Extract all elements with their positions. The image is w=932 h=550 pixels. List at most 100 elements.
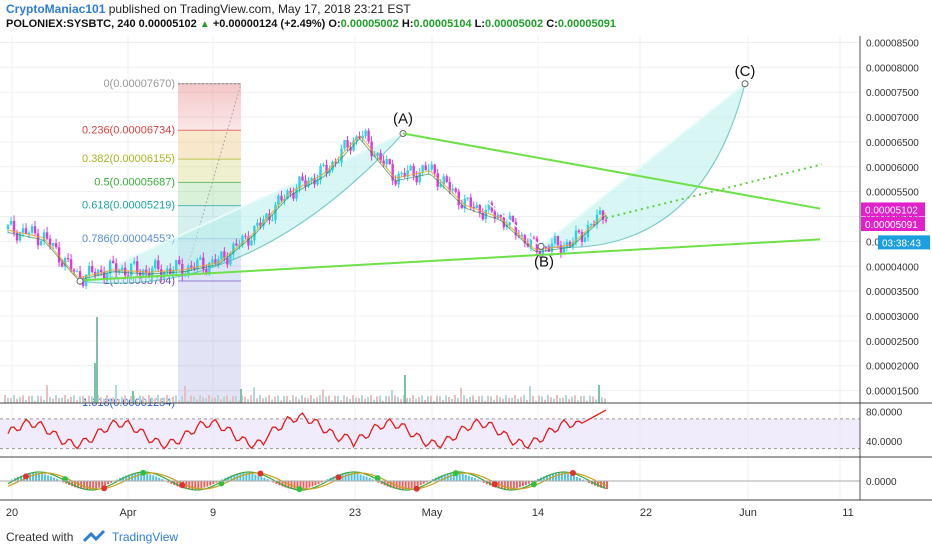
candle-body	[451, 188, 454, 191]
macd-histogram-bar	[98, 481, 101, 488]
macd-histogram-bar	[188, 481, 191, 490]
volume-bar	[589, 395, 591, 403]
volume-bar	[478, 396, 480, 403]
macd-histogram-bar	[470, 476, 473, 482]
moving-average-fast	[7, 134, 607, 279]
wave-point	[741, 80, 749, 88]
candle-body	[466, 197, 469, 199]
volume-bar	[469, 396, 471, 403]
candle-body	[472, 207, 475, 209]
macd-histogram-bar	[362, 475, 365, 482]
high-value: 0.00005104	[413, 18, 472, 30]
volume-bar	[55, 395, 57, 403]
volume-bar	[199, 395, 201, 403]
macd-tick-label: 0.0000	[866, 477, 897, 488]
volume-bar	[85, 400, 87, 403]
volume-spike	[404, 375, 406, 403]
volume-bar	[184, 385, 186, 403]
time-tick-label: May	[422, 507, 443, 519]
chart-area[interactable]: 0(0.00007670) 0.236(0.00006734) 0.382(0.00…	[0, 36, 932, 526]
volume-bar	[160, 398, 162, 403]
candle-body	[18, 232, 22, 241]
macd-histogram-bar	[527, 481, 530, 484]
candle-body	[319, 165, 322, 181]
candle-body	[51, 243, 55, 246]
candle-body	[559, 245, 563, 254]
price-tick-label: 0.00002000	[866, 362, 919, 373]
candle-body	[511, 215, 515, 223]
volume-bar	[316, 397, 318, 403]
macd-histogram-bar	[596, 481, 599, 487]
volume-bar	[208, 395, 210, 403]
tradingview-brand[interactable]: TradingView	[112, 530, 179, 544]
macd-histogram-bar	[530, 481, 533, 483]
macd-histogram-bar	[248, 473, 251, 482]
price-tick-label: 0.00004000	[866, 262, 919, 273]
volume-bar	[514, 395, 516, 403]
fib-zone-green	[178, 182, 241, 206]
volume-bar	[406, 397, 408, 403]
volume-bar	[22, 395, 24, 403]
macd-histogram-bar	[524, 481, 527, 486]
volume-bar	[517, 398, 519, 403]
candle-body	[439, 184, 442, 187]
candle-body	[379, 152, 382, 161]
candle-body	[502, 217, 506, 228]
macd-histogram-bar	[209, 481, 212, 486]
candle-body	[130, 263, 133, 276]
candle-body	[400, 172, 403, 174]
volume-bar	[388, 396, 390, 403]
candle-body	[214, 259, 217, 264]
candle-body	[265, 213, 268, 220]
author-link[interactable]: CryptoManiac101	[6, 2, 106, 16]
price-tick-label: 0.00003000	[866, 312, 919, 323]
candle-body	[57, 247, 61, 263]
volume-bar	[346, 396, 348, 403]
macd-histogram-bar	[83, 481, 86, 490]
candle-body	[175, 259, 178, 271]
volume-bar	[373, 399, 375, 403]
volume-bar	[46, 385, 48, 403]
volume-bar	[472, 395, 474, 403]
chart-svg[interactable]: 0(0.00007670) 0.236(0.00006734) 0.382(0.00…	[0, 36, 932, 526]
timer-badge: 03:38:43	[882, 238, 921, 249]
candle-body	[123, 267, 127, 276]
volume-bar	[301, 395, 303, 403]
volume-bar	[253, 387, 255, 403]
candle-body	[481, 212, 484, 220]
candle-body	[325, 164, 328, 174]
candle-body	[145, 269, 148, 273]
volume-bar	[154, 398, 156, 403]
candle-body	[577, 230, 581, 233]
macd-histogram-bar	[230, 475, 233, 482]
candle-body	[307, 180, 310, 187]
candle-body	[96, 269, 100, 276]
candle-body	[301, 176, 304, 181]
symbol-label[interactable]: POLONIEX:SYSBTC, 240	[6, 18, 136, 30]
candle-body	[370, 141, 373, 157]
macd-histogram-bar	[95, 481, 98, 489]
candle-body	[247, 236, 250, 246]
candle-body	[394, 180, 397, 185]
candle-body	[418, 172, 421, 183]
macd-histogram-bar	[359, 474, 362, 482]
macd-histogram-bar	[311, 481, 314, 487]
macd-histogram-bar	[293, 481, 296, 490]
candle-body	[367, 130, 370, 142]
volume-bar	[313, 398, 315, 403]
volume-bar	[337, 396, 339, 403]
volume-bar	[238, 400, 240, 403]
volume-bar	[193, 396, 195, 403]
macd-cross-dot	[335, 474, 342, 481]
macd-histogram-bar	[206, 481, 209, 487]
macd-histogram-bar	[455, 473, 458, 482]
fib-level-label: 0(0.00007670)	[103, 78, 175, 90]
candle-body	[322, 164, 325, 166]
candle-body	[562, 247, 566, 254]
macd-histogram-bar	[371, 479, 374, 482]
volume-bar	[166, 395, 168, 403]
moving-average-slow	[7, 137, 607, 281]
volume-spike	[94, 363, 96, 403]
volume-bar	[415, 398, 417, 403]
candle-body	[538, 251, 542, 255]
